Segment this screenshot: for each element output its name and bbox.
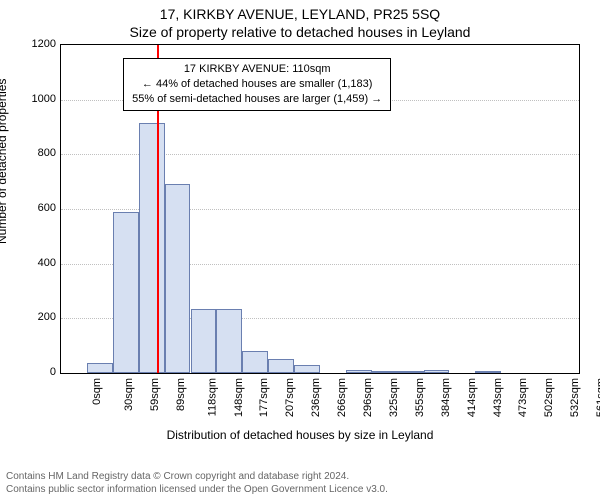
annotation-box: 17 KIRKBY AVENUE: 110sqm ← 44% of detach… xyxy=(123,58,391,111)
histogram-bar xyxy=(139,123,165,373)
x-tick-label: 532sqm xyxy=(569,378,581,417)
x-tick-label: 0sqm xyxy=(91,378,103,405)
histogram-bar xyxy=(475,371,501,373)
x-tick-label: 118sqm xyxy=(206,378,218,416)
y-axis-label: Number of detached properties xyxy=(0,79,9,244)
x-tick-label: 414sqm xyxy=(466,378,478,417)
annotation-line3: 55% of semi-detached houses are larger (… xyxy=(132,92,382,107)
histogram-bar xyxy=(346,370,372,373)
footer-line2: Contains public sector information licen… xyxy=(6,483,388,496)
x-tick-label: 89sqm xyxy=(175,378,187,411)
histogram-bar xyxy=(268,359,294,373)
x-tick-label: 443sqm xyxy=(492,378,504,417)
histogram-bar xyxy=(216,309,242,373)
histogram-bar xyxy=(113,212,139,373)
y-tick-label: 600 xyxy=(38,202,56,214)
y-tick-label: 800 xyxy=(38,147,56,159)
footer-line1: Contains HM Land Registry data © Crown c… xyxy=(6,470,388,483)
page-subtitle: Size of property relative to detached ho… xyxy=(0,22,600,40)
x-tick-label: 30sqm xyxy=(123,378,135,411)
y-tick-label: 200 xyxy=(38,311,56,323)
chart-container: Number of detached properties 17 KIRKBY … xyxy=(0,44,600,444)
x-tick-label: 59sqm xyxy=(149,378,161,411)
annotation-line1: 17 KIRKBY AVENUE: 110sqm xyxy=(132,62,382,77)
y-tick-label: 1000 xyxy=(32,93,56,105)
y-tick-label: 1200 xyxy=(32,38,56,50)
histogram-bar xyxy=(372,371,398,373)
x-tick-label: 355sqm xyxy=(414,378,426,417)
x-axis-label: Distribution of detached houses by size … xyxy=(0,428,600,442)
x-tick-label: 325sqm xyxy=(388,378,400,417)
x-tick-label: 148sqm xyxy=(233,378,245,417)
y-tick-label: 400 xyxy=(38,257,56,269)
plot-area: 17 KIRKBY AVENUE: 110sqm ← 44% of detach… xyxy=(60,44,580,374)
histogram-bar xyxy=(242,351,268,373)
histogram-bar xyxy=(294,365,320,373)
x-tick-label: 296sqm xyxy=(362,378,374,417)
x-tick-label: 473sqm xyxy=(518,378,530,417)
y-tick-label: 0 xyxy=(50,366,56,378)
x-tick-label: 207sqm xyxy=(284,378,296,417)
page-title-address: 17, KIRKBY AVENUE, LEYLAND, PR25 5SQ xyxy=(0,0,600,22)
histogram-bar xyxy=(165,184,191,373)
x-tick-label: 502sqm xyxy=(543,378,555,417)
x-tick-label: 561sqm xyxy=(595,378,600,417)
annotation-line2: ← 44% of detached houses are smaller (1,… xyxy=(132,77,382,92)
histogram-bar xyxy=(424,370,450,373)
histogram-bar xyxy=(398,371,424,373)
x-tick-label: 177sqm xyxy=(259,378,271,417)
histogram-bar xyxy=(191,309,217,373)
x-tick-label: 266sqm xyxy=(336,378,348,417)
histogram-bar xyxy=(87,363,113,373)
x-tick-label: 236sqm xyxy=(310,378,322,417)
x-tick-label: 384sqm xyxy=(440,378,452,417)
footer: Contains HM Land Registry data © Crown c… xyxy=(6,470,388,496)
